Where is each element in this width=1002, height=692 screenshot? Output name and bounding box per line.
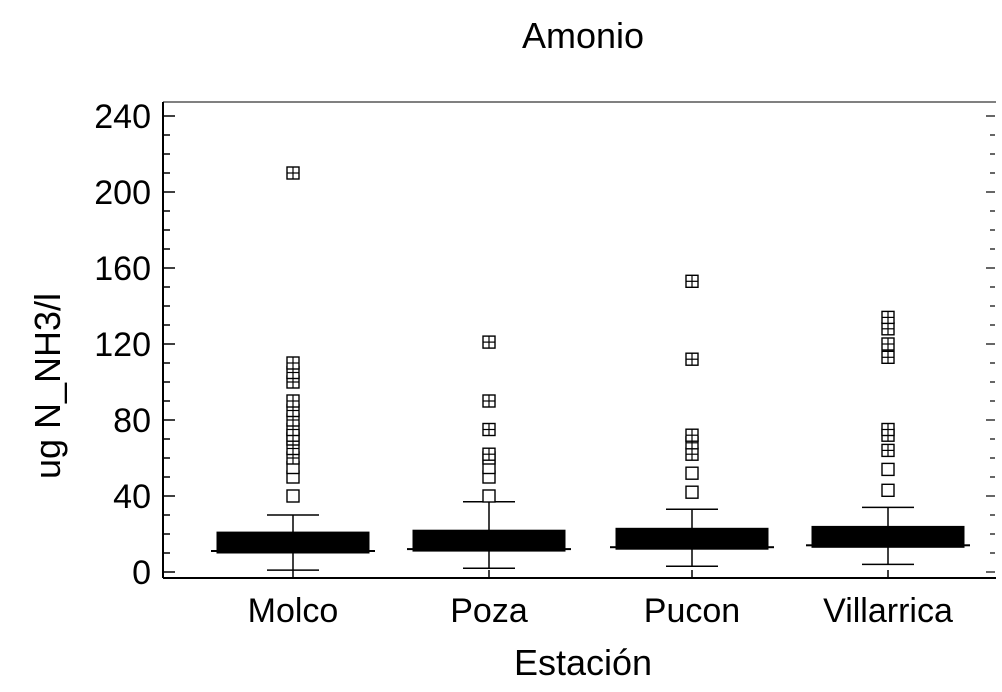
x-tick-label: Villarrica bbox=[823, 592, 953, 630]
x-tick-label: Poza bbox=[450, 592, 528, 630]
x-axis-label: Estación bbox=[514, 642, 652, 683]
outlier-square bbox=[881, 462, 895, 477]
y-tick-label: 160 bbox=[94, 250, 151, 288]
y-tick-label: 200 bbox=[94, 174, 151, 212]
y-tick-label: 120 bbox=[94, 326, 151, 364]
y-axis-label: ug N_NH3/l bbox=[27, 293, 68, 479]
outlier-square bbox=[685, 485, 699, 499]
y-tick-label: 0 bbox=[132, 554, 151, 592]
plot-area: 0 40 80 120 160 200 240 Molco Poza Pucon Villarric… bbox=[94, 98, 996, 630]
y-tick-label: 80 bbox=[113, 402, 151, 440]
outlier-square bbox=[685, 466, 699, 480]
y-tick-label: 240 bbox=[94, 98, 151, 136]
outlier-square bbox=[482, 489, 496, 503]
outlier-square bbox=[881, 483, 895, 497]
x-tick-label: Pucon bbox=[644, 592, 740, 630]
outlier-square bbox=[286, 489, 300, 503]
x-tick-label: Molco bbox=[248, 592, 339, 630]
y-tick-label: 40 bbox=[113, 478, 151, 516]
chart-title: Amonio bbox=[522, 15, 644, 56]
